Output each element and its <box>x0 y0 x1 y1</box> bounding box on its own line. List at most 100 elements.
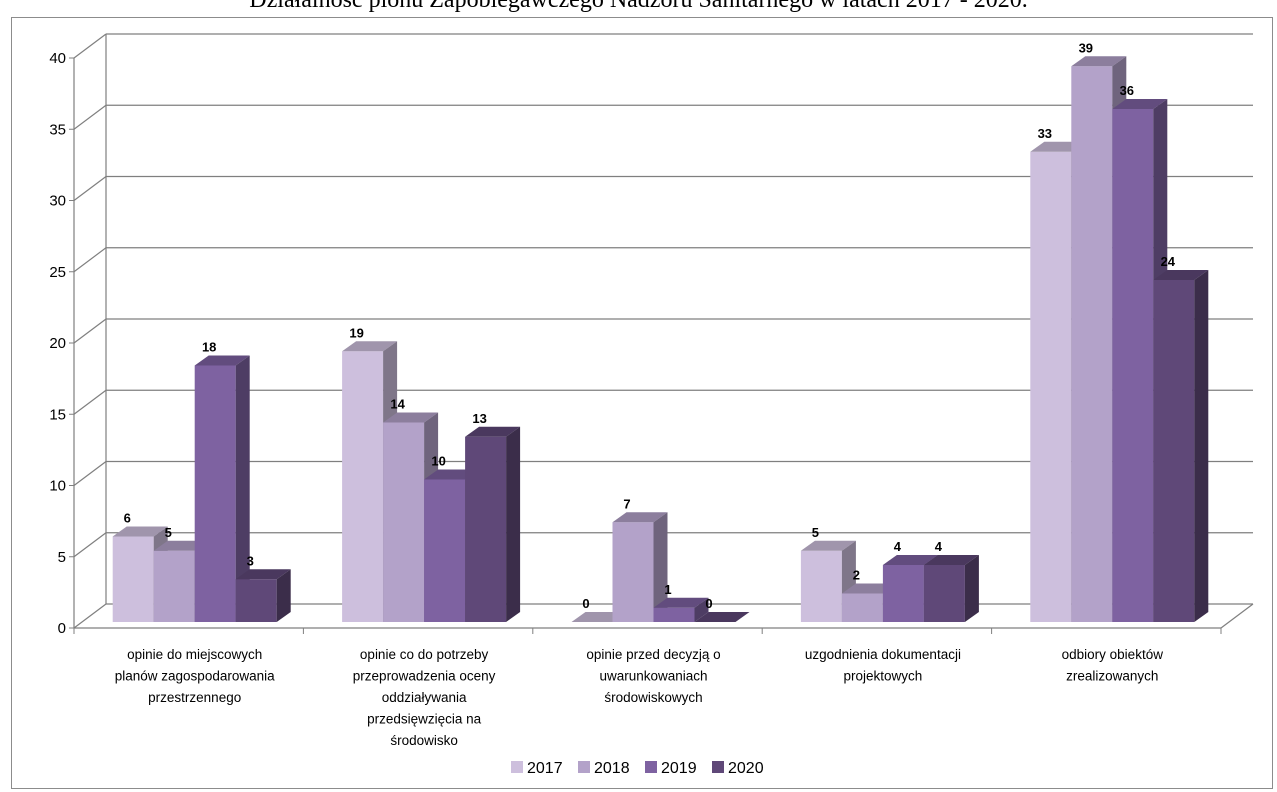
bar-top-2018 <box>1071 56 1127 67</box>
bar-top-2020 <box>1153 270 1209 280</box>
bar-side-2020 <box>276 569 291 622</box>
legend-swatch-2020 <box>712 761 724 773</box>
data-label: 4 <box>935 539 943 554</box>
side-wall-line <box>73 461 107 486</box>
bar-2020 <box>1153 280 1195 622</box>
category-label: środowiskowych <box>604 690 702 705</box>
bar-top-2020 <box>923 555 979 565</box>
bar-2018 <box>1071 66 1113 622</box>
category-label: opinie co do potrzeby <box>360 647 489 662</box>
category-label: zrealizowanych <box>1066 669 1158 684</box>
category-label: oddziaływania <box>382 690 467 705</box>
bar-side-2019 <box>694 597 709 622</box>
category-label: opinie do miejscowych <box>127 647 262 662</box>
y-tick-label: 10 <box>49 478 66 495</box>
bar-2019 <box>424 479 466 622</box>
data-label: 6 <box>124 511 131 526</box>
bar-top-2019 <box>653 597 709 608</box>
bar-2017 <box>342 351 384 622</box>
y-tick-label: 0 <box>58 620 66 637</box>
bar-top-2020 <box>465 426 521 437</box>
category-label: projektowych <box>844 669 923 684</box>
legend-swatch-2019 <box>645 761 657 773</box>
data-label: 33 <box>1038 126 1052 141</box>
category-label: przeprowadzenia oceny <box>353 669 496 684</box>
data-label: 36 <box>1120 83 1134 98</box>
data-label: 18 <box>202 340 216 355</box>
data-label: 10 <box>431 454 445 469</box>
data-label: 0 <box>705 596 712 611</box>
category-label: uwarunkowaniach <box>599 669 707 684</box>
data-label: 2 <box>853 568 860 583</box>
category-label: przedsięwzięcia na <box>367 712 482 727</box>
y-tick-label: 40 <box>49 50 66 67</box>
side-wall-line <box>73 176 107 201</box>
bar-2018 <box>153 550 195 622</box>
legend-label-2019: 2019 <box>661 760 697 777</box>
bar-side-2020 <box>506 426 521 622</box>
chart-frame <box>11 17 1273 789</box>
bar-side-2019 <box>235 355 250 622</box>
category-label: odbiory obiektów <box>1062 647 1164 662</box>
bar-top-2017 <box>800 540 856 551</box>
bar-2018 <box>612 522 654 622</box>
legend-label-2020: 2020 <box>728 760 764 777</box>
legend-label-2017: 2017 <box>527 760 563 777</box>
bar-top-2019 <box>882 555 938 565</box>
bar-2017 <box>1030 151 1072 622</box>
y-tick-label: 25 <box>49 264 66 281</box>
category-label: przestrzennego <box>148 690 241 705</box>
bar-top-2019 <box>194 355 250 366</box>
bar-top-2017 <box>342 341 398 352</box>
bar-2019 <box>882 565 924 622</box>
data-label: 24 <box>1161 254 1176 269</box>
side-wall-line <box>73 104 107 130</box>
legend-swatch-2018 <box>578 761 590 773</box>
data-label: 5 <box>812 525 819 540</box>
side-wall-line <box>73 389 107 415</box>
bar-2017 <box>112 536 154 622</box>
y-tick-label: 30 <box>49 193 66 210</box>
page-title: Działalność pionu Zapobiegawczego Nadzor… <box>249 0 1028 13</box>
bar-top-2018 <box>383 412 439 423</box>
bar-2020 <box>235 579 277 622</box>
data-label: 13 <box>472 411 486 426</box>
bar-top-2018 <box>612 512 668 523</box>
y-tick-label: 20 <box>49 335 66 352</box>
bar-top-2019 <box>1112 99 1168 109</box>
bar-side-2018 <box>653 512 668 622</box>
bar-2020 <box>465 436 507 622</box>
data-label: 1 <box>664 582 671 597</box>
bar-side-2020 <box>964 555 979 622</box>
side-wall-line <box>73 247 107 273</box>
data-label: 0 <box>582 596 589 611</box>
bar-2019 <box>1112 109 1154 622</box>
y-tick-label: 15 <box>49 406 66 423</box>
bar-2018 <box>841 593 883 622</box>
category-label: opinie przed decyzją o <box>586 647 720 662</box>
category-label: uzgodnienia dokumentacji <box>805 647 961 662</box>
data-label: 39 <box>1079 40 1093 55</box>
data-label: 5 <box>165 525 172 540</box>
y-tick-label: 35 <box>49 121 66 138</box>
floor-right-edge <box>1220 603 1254 629</box>
bar-top-2017 <box>112 526 168 537</box>
bar-side-2020 <box>1194 270 1209 622</box>
bar-2019 <box>194 365 236 622</box>
bar-top-2020 <box>694 612 750 622</box>
category-label: środowisko <box>390 733 458 748</box>
category-label: planów zagospodarowania <box>115 669 275 684</box>
bar-2020 <box>923 565 965 622</box>
bar-2017 <box>800 550 842 622</box>
side-wall-line <box>73 318 107 344</box>
side-wall-line <box>73 532 107 558</box>
data-label: 19 <box>349 325 363 340</box>
bar-top-2020 <box>235 569 291 580</box>
data-label: 3 <box>247 553 254 568</box>
y-tick-label: 5 <box>58 549 66 566</box>
side-wall-line <box>73 603 107 629</box>
data-label: 14 <box>390 397 405 412</box>
data-label: 7 <box>623 496 630 511</box>
legend-swatch-2017 <box>511 761 523 773</box>
